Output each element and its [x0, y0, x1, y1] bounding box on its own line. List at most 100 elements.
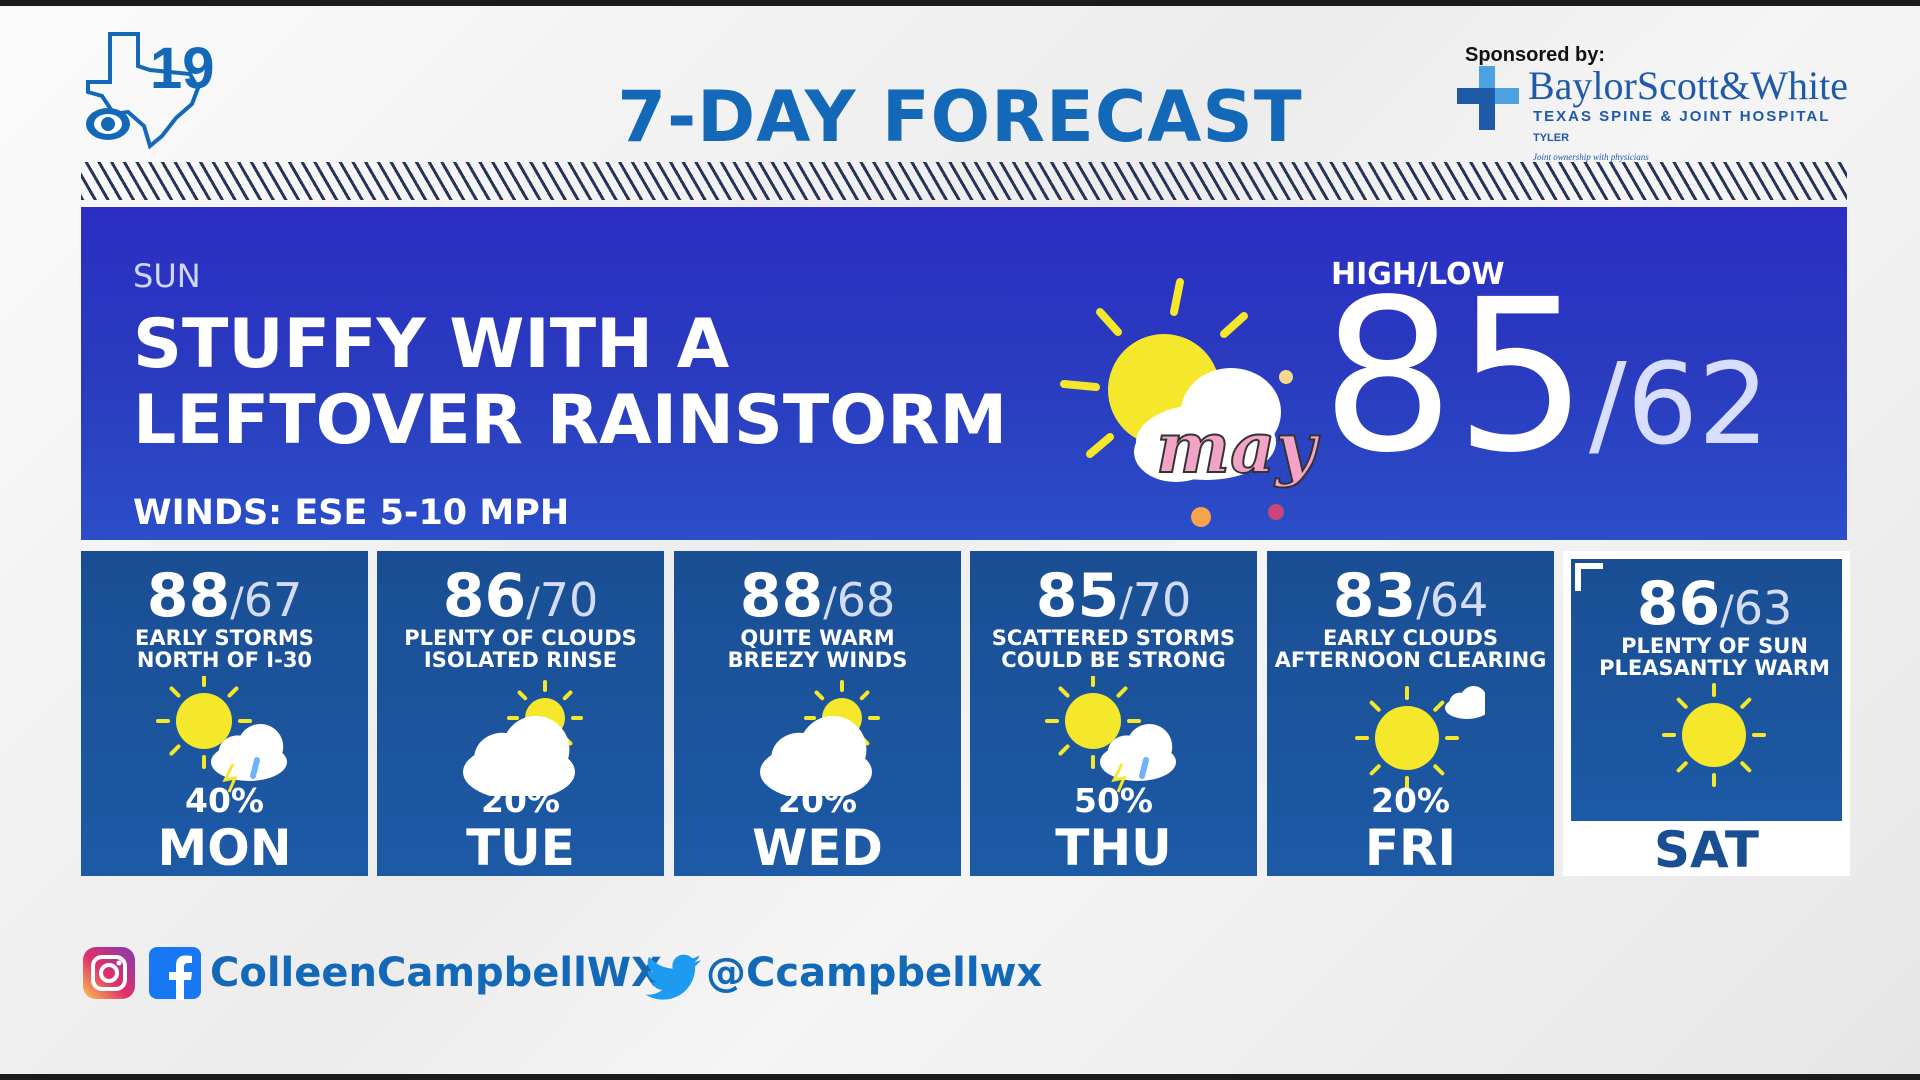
today-low: /62: [1589, 340, 1770, 470]
day-low: 63: [1733, 581, 1793, 635]
page-title: 7-DAY FORECAST: [617, 76, 1303, 158]
day-temps: 88/67: [81, 561, 368, 631]
sun-small-cloud-icon: [1355, 686, 1489, 790]
day-condition-line1: PLENTY OF CLOUDS: [404, 626, 637, 650]
sunny-icon: [1662, 683, 1766, 787]
today-day: SUN: [133, 257, 201, 295]
day-temps: 86/70: [377, 561, 664, 631]
day-condition-line1: PLENTY OF SUN: [1621, 634, 1808, 658]
day-temps: 88/68: [674, 561, 961, 631]
today-panel: SUN STUFFY WITH A LEFTOVER RAINSTORM WIN…: [81, 207, 1847, 540]
sponsor-block: Sponsored by: BaylorScott&White TEXAS SP…: [1455, 40, 1855, 170]
decorative-stripe: [81, 162, 1847, 200]
today-winds: WINDS: ESE 5-10 MPH: [133, 493, 570, 533]
sponsor-tagline: Joint ownership with physicians: [1533, 152, 1649, 162]
facebook-icon[interactable]: [148, 946, 202, 1000]
day-high: 86: [442, 561, 527, 631]
mostly-cloudy-icon: [760, 680, 880, 800]
may-sticker: may: [1156, 406, 1320, 489]
sunny-icon: [1639, 677, 1789, 797]
today-headline-line1: STUFFY WITH A: [133, 305, 730, 384]
day-rain-chance: 40%: [185, 781, 264, 820]
mostly-cloudy-icon: [742, 676, 892, 800]
day-condition-line2: ISOLATED RINSE: [423, 648, 618, 672]
today-headline: STUFFY WITH A LEFTOVER RAINSTORM: [133, 307, 1007, 459]
day-name: MON: [157, 819, 292, 877]
sun-storm-icon: [1045, 673, 1176, 793]
top-border: [0, 0, 1920, 6]
sun-storm-icon: [156, 673, 287, 793]
day-card-tue: 86/70 PLENTY OF CLOUDS ISOLATED RINSE 20%…: [377, 551, 664, 877]
day-card-inner: 88/68 QUITE WARM BREEZY WINDS 20%: [674, 551, 961, 876]
day-low: 68: [836, 573, 896, 627]
day-low: 64: [1429, 573, 1489, 627]
day-card-inner: 85/70 SCATTERED STORMS COULD BE STRONG 50…: [970, 551, 1257, 876]
sponsor-city: TYLER: [1533, 132, 1570, 144]
day-conditions: QUITE WARM BREEZY WINDS: [674, 627, 961, 671]
day-name: SAT: [1654, 821, 1759, 879]
day-name: FRI: [1364, 819, 1457, 877]
day-card-wed: 88/68 QUITE WARM BREEZY WINDS 20% WED: [674, 551, 961, 877]
social-handle-facebook[interactable]: ColleenCampbellWX: [210, 950, 662, 996]
day-high: 86: [1636, 569, 1721, 639]
station-logo: 19: [86, 32, 215, 150]
temp-slash: /: [823, 580, 837, 626]
mostly-cloudy-icon: [445, 676, 595, 800]
temp-slash: /: [526, 580, 540, 626]
day-high: 88: [146, 561, 231, 631]
day-conditions: SCATTERED STORMS COULD BE STRONG: [970, 627, 1257, 671]
day-card-inner: 86/70 PLENTY OF CLOUDS ISOLATED RINSE 20%: [377, 551, 664, 876]
day-condition-line1: QUITE WARM: [740, 626, 895, 650]
day-rain-chance: 20%: [1371, 781, 1450, 820]
twitter-icon[interactable]: [644, 954, 702, 1002]
day-conditions: EARLY CLOUDS AFTERNOON CLEARING: [1267, 627, 1554, 671]
day-high: 83: [1332, 561, 1417, 631]
temp-slash: /: [230, 580, 244, 626]
sponsor-hospital: TEXAS SPINE & JOINT HOSPITAL: [1533, 108, 1831, 125]
day-rain-chance: 20%: [778, 781, 857, 820]
day-condition-line2: PLEASANTLY WARM: [1599, 656, 1830, 680]
day-card-inner: 83/64 EARLY CLOUDS AFTERNOON CLEARING 20%: [1267, 551, 1554, 876]
day-name: TUE: [466, 819, 575, 877]
day-conditions: PLENTY OF SUN PLEASANTLY WARM: [1571, 635, 1858, 679]
today-high: 85: [1321, 254, 1589, 499]
day-condition-line2: BREEZY WINDS: [727, 648, 908, 672]
day-temps: 86/63: [1571, 569, 1858, 639]
day-card-inner: 88/67 EARLY STORMS NORTH OF I-30 40%: [81, 551, 368, 876]
highlow-label: HIGH/LOW: [1331, 257, 1505, 292]
social-handle-twitter[interactable]: @Ccampbellwx: [706, 950, 1043, 996]
instagram-icon[interactable]: [82, 946, 136, 1000]
day-name: WED: [752, 819, 883, 877]
temp-slash: /: [1119, 580, 1133, 626]
day-rain-chance: 50%: [1074, 781, 1153, 820]
day-card-thu: 85/70 SCATTERED STORMS COULD BE STRONG 50…: [970, 551, 1257, 877]
day-conditions: EARLY STORMS NORTH OF I-30: [81, 627, 368, 671]
day-card-sat: 86/63 PLENTY OF SUN PLEASANTLY WARM SAT: [1563, 551, 1850, 879]
temp-slash: /: [1416, 580, 1430, 626]
sponsor-label: Sponsored by:: [1465, 44, 1606, 66]
day-conditions: PLENTY OF CLOUDS ISOLATED RINSE: [377, 627, 664, 671]
medical-cross-icon: [1457, 66, 1519, 130]
day-condition-line1: SCATTERED STORMS: [991, 626, 1236, 650]
sun-storm-icon: [149, 673, 299, 796]
today-headline-line2: LEFTOVER RAINSTORM: [133, 381, 1008, 460]
day-high: 88: [739, 561, 824, 631]
day-temps: 85/70: [970, 561, 1257, 631]
day-low: 70: [1132, 573, 1192, 627]
day-card-mon: 88/67 EARLY STORMS NORTH OF I-30 40% MON: [81, 551, 368, 877]
day-low: 70: [539, 573, 599, 627]
day-low: 67: [243, 573, 303, 627]
partly-cloudy-icon: may: [1060, 278, 1321, 527]
sponsor-brand: BaylorScott&White: [1528, 63, 1848, 108]
day-name: THU: [1055, 819, 1172, 877]
day-condition-line1: EARLY CLOUDS: [1323, 626, 1498, 650]
day-rain-chance: 20%: [481, 781, 560, 820]
day-condition-line1: EARLY STORMS: [135, 626, 314, 650]
mostly-cloudy-icon: [463, 680, 583, 800]
temp-slash: /: [1720, 588, 1734, 634]
day-condition-line2: NORTH OF I-30: [136, 648, 313, 672]
station-number: 19: [150, 36, 215, 101]
day-card-inner: 86/63 PLENTY OF SUN PLEASANTLY WARM: [1571, 559, 1842, 821]
selection-corner: [1575, 563, 1603, 591]
bottom-border: [0, 1074, 1920, 1080]
